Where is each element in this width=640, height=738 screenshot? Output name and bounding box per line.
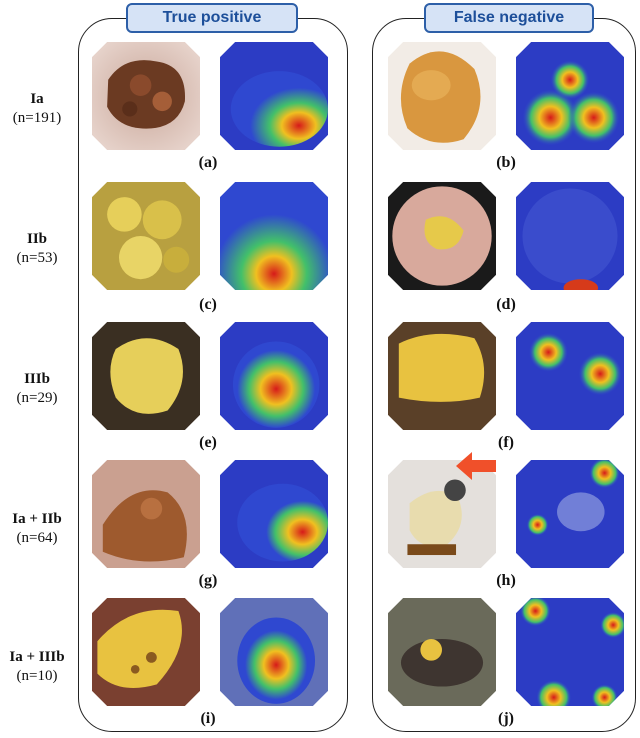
row-count: (n=191)	[12, 110, 62, 126]
caption-j: (j)	[498, 710, 514, 727]
caption-e: (e)	[199, 434, 217, 451]
tp-photo-e	[92, 322, 200, 430]
false-negative-header: False negative	[424, 3, 594, 33]
fn-heatmap-h	[516, 460, 624, 568]
fn-photo-h	[388, 460, 496, 568]
row-label-ia-iiib: Ia + IIIb (n=10)	[0, 648, 74, 686]
tp-heatmap-a	[220, 42, 328, 150]
row-class: Ia	[30, 91, 44, 107]
caption-g: (g)	[198, 572, 218, 589]
row-label-iib: IIb (n=53)	[0, 230, 74, 268]
fn-photo-b	[388, 42, 496, 150]
row-label-ia: Ia (n=191)	[0, 90, 74, 128]
tp-photo-c	[92, 182, 200, 290]
fn-heatmap-b	[516, 42, 624, 150]
tp-photo-a	[92, 42, 200, 150]
tp-heatmap-g	[220, 460, 328, 568]
row-class: Ia + IIIb	[9, 649, 65, 665]
caption-b: (b)	[496, 154, 516, 171]
caption-a: (a)	[198, 154, 218, 171]
caption-h: (h)	[496, 572, 516, 589]
row-label-iiib: IIIb (n=29)	[0, 370, 74, 408]
fn-heatmap-j	[516, 598, 624, 706]
tp-heatmap-e	[220, 322, 328, 430]
row-count: (n=10)	[16, 668, 58, 684]
row-label-ia-iib: Ia + IIb (n=64)	[0, 510, 74, 548]
caption-c: (c)	[199, 296, 217, 313]
caption-f: (f)	[498, 434, 514, 451]
true-positive-header: True positive	[126, 3, 298, 33]
row-count: (n=29)	[16, 390, 58, 406]
row-class: Ia + IIb	[12, 511, 62, 527]
fn-photo-f	[388, 322, 496, 430]
fn-heatmap-d	[516, 182, 624, 290]
arrow-annotation-icon	[456, 452, 496, 480]
row-count: (n=53)	[16, 250, 58, 266]
caption-i: (i)	[200, 710, 216, 727]
row-count: (n=64)	[16, 530, 58, 546]
tp-heatmap-c	[220, 182, 328, 290]
caption-d: (d)	[496, 296, 516, 313]
row-class: IIb	[26, 231, 48, 247]
fn-photo-j	[388, 598, 496, 706]
tp-photo-i	[92, 598, 200, 706]
fn-photo-d	[388, 182, 496, 290]
tp-photo-g	[92, 460, 200, 568]
fn-heatmap-f	[516, 322, 624, 430]
tp-heatmap-i	[220, 598, 328, 706]
row-class: IIIb	[24, 371, 50, 387]
